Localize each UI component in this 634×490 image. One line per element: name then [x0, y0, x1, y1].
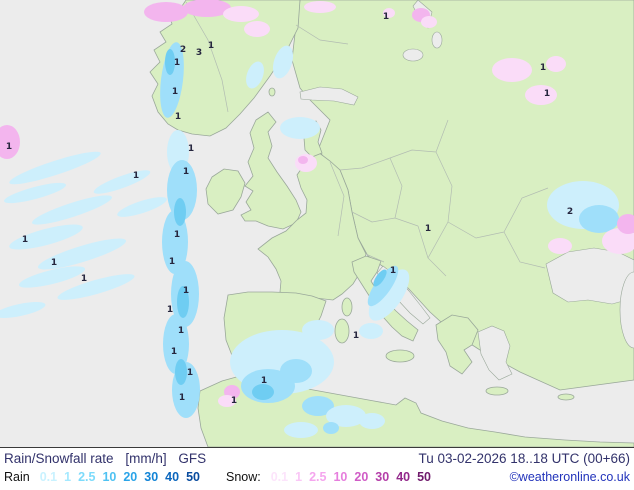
rain-patch: [163, 314, 189, 374]
island-corsica: [341, 297, 353, 317]
europe-precipitation-map: [0, 0, 634, 447]
legend-model: GFS: [178, 451, 207, 466]
rain-patch: [37, 238, 127, 270]
rain-patch: [272, 45, 294, 79]
rain-patch: [302, 320, 334, 340]
rain-patch: [368, 269, 410, 321]
rain-patch: [280, 359, 312, 383]
rain-patch: [284, 422, 318, 438]
rain-patch: [174, 198, 186, 226]
island-sicily: [385, 349, 415, 363]
scale-value: 10: [102, 470, 117, 484]
snow-patch: [218, 395, 236, 407]
snow-patch: [546, 56, 566, 72]
gulf-of-finland: [299, 86, 359, 106]
rain-patch: [252, 384, 274, 400]
landmass-italy: [351, 255, 419, 342]
rain-patch: [4, 182, 66, 204]
snow-patch: [492, 58, 532, 82]
scale-value: 20: [354, 470, 369, 484]
snow-patch: [223, 6, 259, 22]
rain-patch: [359, 323, 383, 339]
scale-value: 50: [417, 470, 431, 484]
rain-patch: [359, 413, 385, 429]
rain-scale-label: Rain: [4, 470, 30, 484]
lake-ladoga: [402, 48, 424, 62]
scale-value: 2.5: [309, 470, 327, 484]
rain-patch: [93, 170, 151, 194]
rain-scale: 0.1 1 2.5 10 20 30 40 50: [40, 470, 200, 485]
rain-patch: [165, 49, 175, 75]
rain-patch: [117, 197, 167, 217]
rain-patch: [175, 359, 187, 385]
island-sardinia: [334, 318, 350, 344]
island-crete: [485, 386, 509, 396]
precipitation-overlay: [0, 0, 634, 438]
landmass-greece: [435, 314, 479, 375]
aegean-sea: [477, 325, 513, 381]
rain-patch: [18, 266, 86, 288]
rain-patch: [579, 205, 619, 233]
scale-value: 0.1: [270, 470, 289, 484]
rain-patch: [302, 396, 334, 416]
snow-patch: [0, 125, 20, 159]
black-sea: [545, 247, 634, 305]
rain-patch: [9, 151, 101, 185]
legend-title-text: Rain/Snowfall rate: [4, 451, 114, 466]
rain-patch: [167, 160, 197, 220]
island-shetland: [268, 87, 276, 97]
scale-value: 50: [186, 470, 200, 484]
scale-value: 1: [295, 470, 303, 484]
forecast-datetime: Tu 03-02-2026 18..18 UTC (00+66): [418, 451, 631, 466]
landmass-ireland: [205, 168, 246, 215]
copyright-link[interactable]: ©weatheronline.co.uk: [509, 470, 630, 484]
rain-patch: [9, 224, 83, 250]
scale-value: 40: [165, 470, 180, 484]
snow-patch: [602, 228, 634, 254]
snow-patch: [383, 8, 395, 18]
rain-patch: [323, 422, 339, 434]
snow-patch: [144, 2, 188, 22]
legend-unit: [mm/h]: [125, 451, 167, 466]
snow-patch: [304, 1, 336, 13]
snow-patch: [244, 21, 270, 37]
rain-patch: [373, 269, 387, 287]
rain-patch: [367, 265, 399, 307]
snow-scale-label: Snow:: [225, 470, 261, 484]
scale-value: 20: [123, 470, 138, 484]
scale-value: 10: [333, 470, 348, 484]
caspian-sea: [619, 271, 634, 349]
country-borders: [185, 1, 549, 277]
snow-scale: 0.1 1 2.5 10 20 30 40 50: [271, 470, 431, 485]
snow-patch: [525, 85, 557, 105]
snow-patch: [617, 214, 634, 234]
rain-patch: [177, 286, 189, 318]
island-cyprus: [557, 393, 575, 401]
rain-patch: [0, 302, 46, 318]
snow-patch: [421, 16, 437, 28]
scale-value: 2.5: [78, 470, 96, 484]
rain-patch: [326, 405, 366, 427]
scale-value: 0.1: [39, 470, 58, 484]
rain-patch: [57, 274, 135, 300]
scale-value: 30: [144, 470, 159, 484]
snow-patch: [548, 238, 572, 254]
rain-patch: [31, 195, 113, 225]
scale-value: 1: [64, 470, 72, 484]
lake-onega: [431, 31, 443, 49]
scale-value: 40: [396, 470, 411, 484]
landmass-great-britain: [240, 111, 302, 230]
legend-bar: Rain/Snowfall rate [mm/h] GFS Tu 03-02-2…: [0, 447, 634, 490]
snow-patch: [298, 156, 308, 164]
snow-patch: [183, 0, 231, 17]
scale-value: 30: [375, 470, 390, 484]
rain-patch: [280, 117, 320, 139]
legend-title: Rain/Snowfall rate [mm/h] GFS: [4, 450, 214, 467]
rain-patch: [162, 210, 188, 274]
rain-patch: [246, 61, 264, 89]
